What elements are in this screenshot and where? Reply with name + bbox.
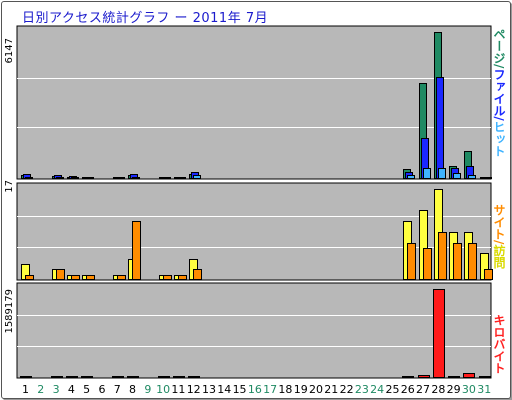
bar-p1-s3-day1 bbox=[25, 177, 33, 179]
bar-p3-s1-day10 bbox=[158, 376, 170, 378]
bar-p1-s3-day27 bbox=[423, 168, 431, 179]
bar-p1-s3-day7 bbox=[117, 177, 125, 179]
bar-p2-s2-day7 bbox=[117, 275, 126, 280]
bar-p2-s2-day27 bbox=[423, 248, 432, 280]
x-tick-label-1: 1 bbox=[22, 383, 29, 396]
plot-area-1 bbox=[16, 25, 492, 180]
legend-seg-2-0: キロバイト bbox=[492, 314, 506, 374]
bar-p2-s2-day3 bbox=[56, 269, 65, 280]
x-tick-label-14: 14 bbox=[217, 383, 231, 396]
x-tick-label-15: 15 bbox=[233, 383, 247, 396]
x-tick-label-24: 24 bbox=[370, 383, 384, 396]
x-tick-label-17: 17 bbox=[263, 383, 277, 396]
x-tick-label-19: 19 bbox=[294, 383, 308, 396]
x-tick-label-8: 8 bbox=[129, 383, 136, 396]
legend-seg-0-2: ファイル bbox=[492, 68, 506, 117]
bar-p1-s3-day29 bbox=[453, 173, 461, 179]
bar-p2-s2-day10 bbox=[163, 275, 172, 280]
x-tick-label-20: 20 bbox=[309, 383, 323, 396]
bar-p2-s2-day31 bbox=[484, 269, 493, 280]
chart-title: 日別アクセス統計グラフ ー 2011年 7月 bbox=[22, 11, 269, 26]
bar-p1-s3-day26 bbox=[407, 175, 415, 179]
x-tick-label-11: 11 bbox=[171, 383, 185, 396]
x-tick-label-21: 21 bbox=[324, 383, 338, 396]
x-tick-label-2: 2 bbox=[37, 383, 44, 396]
bar-p1-s3-day4 bbox=[71, 177, 79, 179]
legend-seg-1-0: サイト bbox=[492, 204, 506, 240]
bar-p1-s2-day28 bbox=[436, 77, 444, 179]
x-tick-label-10: 10 bbox=[156, 383, 170, 396]
bar-p3-s1-day8 bbox=[127, 376, 139, 378]
bar-p2-s2-day11 bbox=[178, 275, 187, 280]
bar-p2-s2-day8 bbox=[132, 221, 141, 280]
bar-p1-s3-day5 bbox=[86, 177, 94, 179]
x-tick-label-26: 26 bbox=[401, 383, 415, 396]
x-tick-label-28: 28 bbox=[431, 383, 445, 396]
bar-p1-s3-day10 bbox=[163, 177, 171, 179]
panel2-legend-label: サイト/訪問 bbox=[492, 204, 506, 268]
legend-seg-0-4: ヒット bbox=[492, 120, 506, 157]
bar-p3-s1-day31 bbox=[479, 376, 491, 378]
x-tick-label-13: 13 bbox=[202, 383, 216, 396]
bar-p3-s1-day4 bbox=[66, 376, 78, 378]
x-tick-label-12: 12 bbox=[187, 383, 201, 396]
x-tick-label-31: 31 bbox=[477, 383, 491, 396]
panel1-legend-label: ページ/ファイル/ヒット bbox=[492, 28, 506, 157]
x-tick-label-22: 22 bbox=[340, 383, 354, 396]
x-tick-label-5: 5 bbox=[83, 383, 90, 396]
legend-seg-0-3: / bbox=[492, 116, 506, 121]
bar-p2-s2-day4 bbox=[71, 275, 80, 280]
x-tick-label-4: 4 bbox=[68, 383, 75, 396]
x-tick-label-6: 6 bbox=[98, 383, 105, 396]
x-tick-label-7: 7 bbox=[114, 383, 121, 396]
x-tick-label-25: 25 bbox=[385, 383, 399, 396]
bar-p3-s1-day26 bbox=[402, 376, 414, 378]
bar-p3-s1-day11 bbox=[173, 376, 185, 378]
bar-p3-s1-day7 bbox=[112, 376, 124, 378]
x-tick-label-23: 23 bbox=[355, 383, 369, 396]
bar-p2-s2-day29 bbox=[453, 243, 462, 280]
plot-area-3 bbox=[16, 282, 492, 379]
bar-p1-s3-day8 bbox=[132, 177, 140, 179]
x-tick-label-18: 18 bbox=[278, 383, 292, 396]
bar-p1-s3-day12 bbox=[193, 175, 201, 179]
bar-p1-s3-day31 bbox=[484, 177, 492, 179]
bar-p3-s1-day30 bbox=[463, 373, 475, 378]
bar-p1-s3-day3 bbox=[56, 177, 64, 179]
legend-seg-0-1: / bbox=[492, 64, 506, 69]
bar-p1-s3-day30 bbox=[468, 175, 476, 179]
bar-p3-s1-day27 bbox=[418, 375, 430, 378]
panel3-legend-label: キロバイト bbox=[492, 314, 506, 374]
bar-p3-s1-day5 bbox=[81, 376, 93, 378]
legend-seg-1-1: / bbox=[492, 240, 506, 245]
x-tick-label-27: 27 bbox=[416, 383, 430, 396]
legend-seg-1-2: 訪問 bbox=[492, 244, 506, 269]
bar-p2-s2-day1 bbox=[25, 275, 34, 280]
bar-p3-s1-day1 bbox=[20, 376, 32, 378]
bar-p2-s2-day12 bbox=[193, 269, 202, 280]
bar-p2-s2-day30 bbox=[468, 243, 477, 280]
x-tick-label-16: 16 bbox=[248, 383, 262, 396]
bar-p1-s3-day11 bbox=[178, 177, 186, 179]
bar-p3-s1-day12 bbox=[188, 376, 200, 378]
x-tick-label-3: 3 bbox=[53, 383, 60, 396]
bar-p2-s2-day5 bbox=[86, 275, 95, 280]
legend-seg-0-0: ページ bbox=[492, 28, 506, 64]
bar-p3-s1-day3 bbox=[51, 376, 63, 378]
bar-p3-s1-day28 bbox=[433, 289, 445, 378]
bar-p1-s3-day28 bbox=[438, 168, 446, 179]
x-tick-label-9: 9 bbox=[144, 383, 151, 396]
bar-p2-s2-day28 bbox=[438, 232, 447, 280]
bar-p3-s1-day29 bbox=[448, 376, 460, 378]
x-tick-label-29: 29 bbox=[447, 383, 461, 396]
x-tick-label-30: 30 bbox=[462, 383, 476, 396]
bar-p2-s2-day26 bbox=[407, 243, 416, 280]
